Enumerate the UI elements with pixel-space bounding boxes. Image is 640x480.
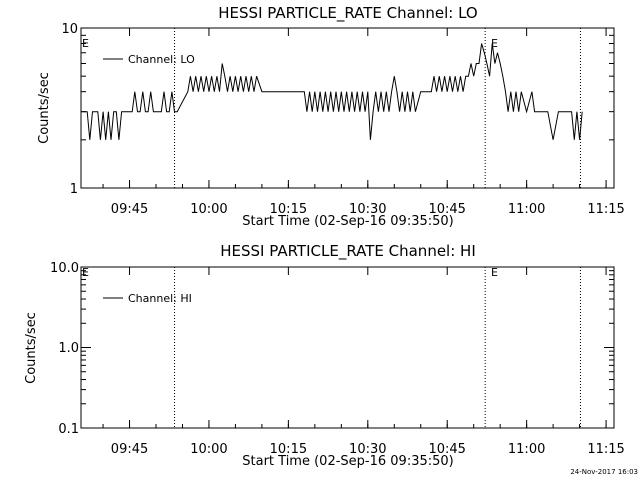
x-tick-label-hi: 11:15 xyxy=(587,442,624,457)
x-tick-label-lo: 10:15 xyxy=(270,202,307,217)
plot-frame-lo xyxy=(80,27,615,189)
y-axis-label-lo: Counts/sec xyxy=(37,72,52,144)
x-tick-label-lo: 11:15 xyxy=(587,202,624,217)
legend-label-lo: Channel: LO xyxy=(128,53,195,66)
x-tick-label-hi: 09:45 xyxy=(111,442,148,457)
x-tick-label-lo: 09:45 xyxy=(111,202,148,217)
series-line-lo xyxy=(81,43,583,140)
event-marker-lo-2: E xyxy=(491,37,498,50)
chart-title-hi: HESSI PARTICLE_RATE Channel: HI xyxy=(220,242,476,261)
y-tick-label-hi-top: 10.0 xyxy=(50,261,79,276)
event-marker-hi-1: E xyxy=(82,266,89,279)
event-marker-hi-2: E xyxy=(491,266,498,279)
x-tick-label-lo: 10:45 xyxy=(428,202,465,217)
x-axis-label-hi: Start Time (02-Sep-16 09:35:50) xyxy=(242,454,453,469)
y-tick-label-lo-top: 10 xyxy=(61,22,78,37)
x-tick-label-lo: 11:00 xyxy=(508,202,545,217)
x-axis-label-lo: Start Time (02-Sep-16 09:35:50) xyxy=(242,214,453,229)
legend-label-hi: Channel: HI xyxy=(128,292,192,305)
y-tick-label-hi-mid: 1.0 xyxy=(58,341,79,356)
x-tick-label-hi: 10:15 xyxy=(270,442,307,457)
y-tick-label-hi-bottom: 0.1 xyxy=(58,422,79,437)
chart-title-lo: HESSI PARTICLE_RATE Channel: LO xyxy=(218,4,477,23)
footer-timestamp: 24-Nov-2017 16:03 xyxy=(570,468,638,476)
y-axis-label-hi: Counts/sec xyxy=(24,312,39,384)
x-tick-label-hi: 10:45 xyxy=(428,442,465,457)
x-tick-label-hi: 10:30 xyxy=(349,442,386,457)
x-tick-label-lo: 10:30 xyxy=(349,202,386,217)
panel-lo: HESSI PARTICLE_RATE Channel: LO Counts/s… xyxy=(37,4,625,229)
x-tick-label-hi: 10:00 xyxy=(190,442,227,457)
panel-hi: HESSI PARTICLE_RATE Channel: HI Counts/s… xyxy=(24,242,625,469)
x-tick-label-lo: 10:00 xyxy=(190,202,227,217)
y-tick-label-lo-bottom: 1 xyxy=(70,182,78,197)
x-tick-label-hi: 11:00 xyxy=(508,442,545,457)
